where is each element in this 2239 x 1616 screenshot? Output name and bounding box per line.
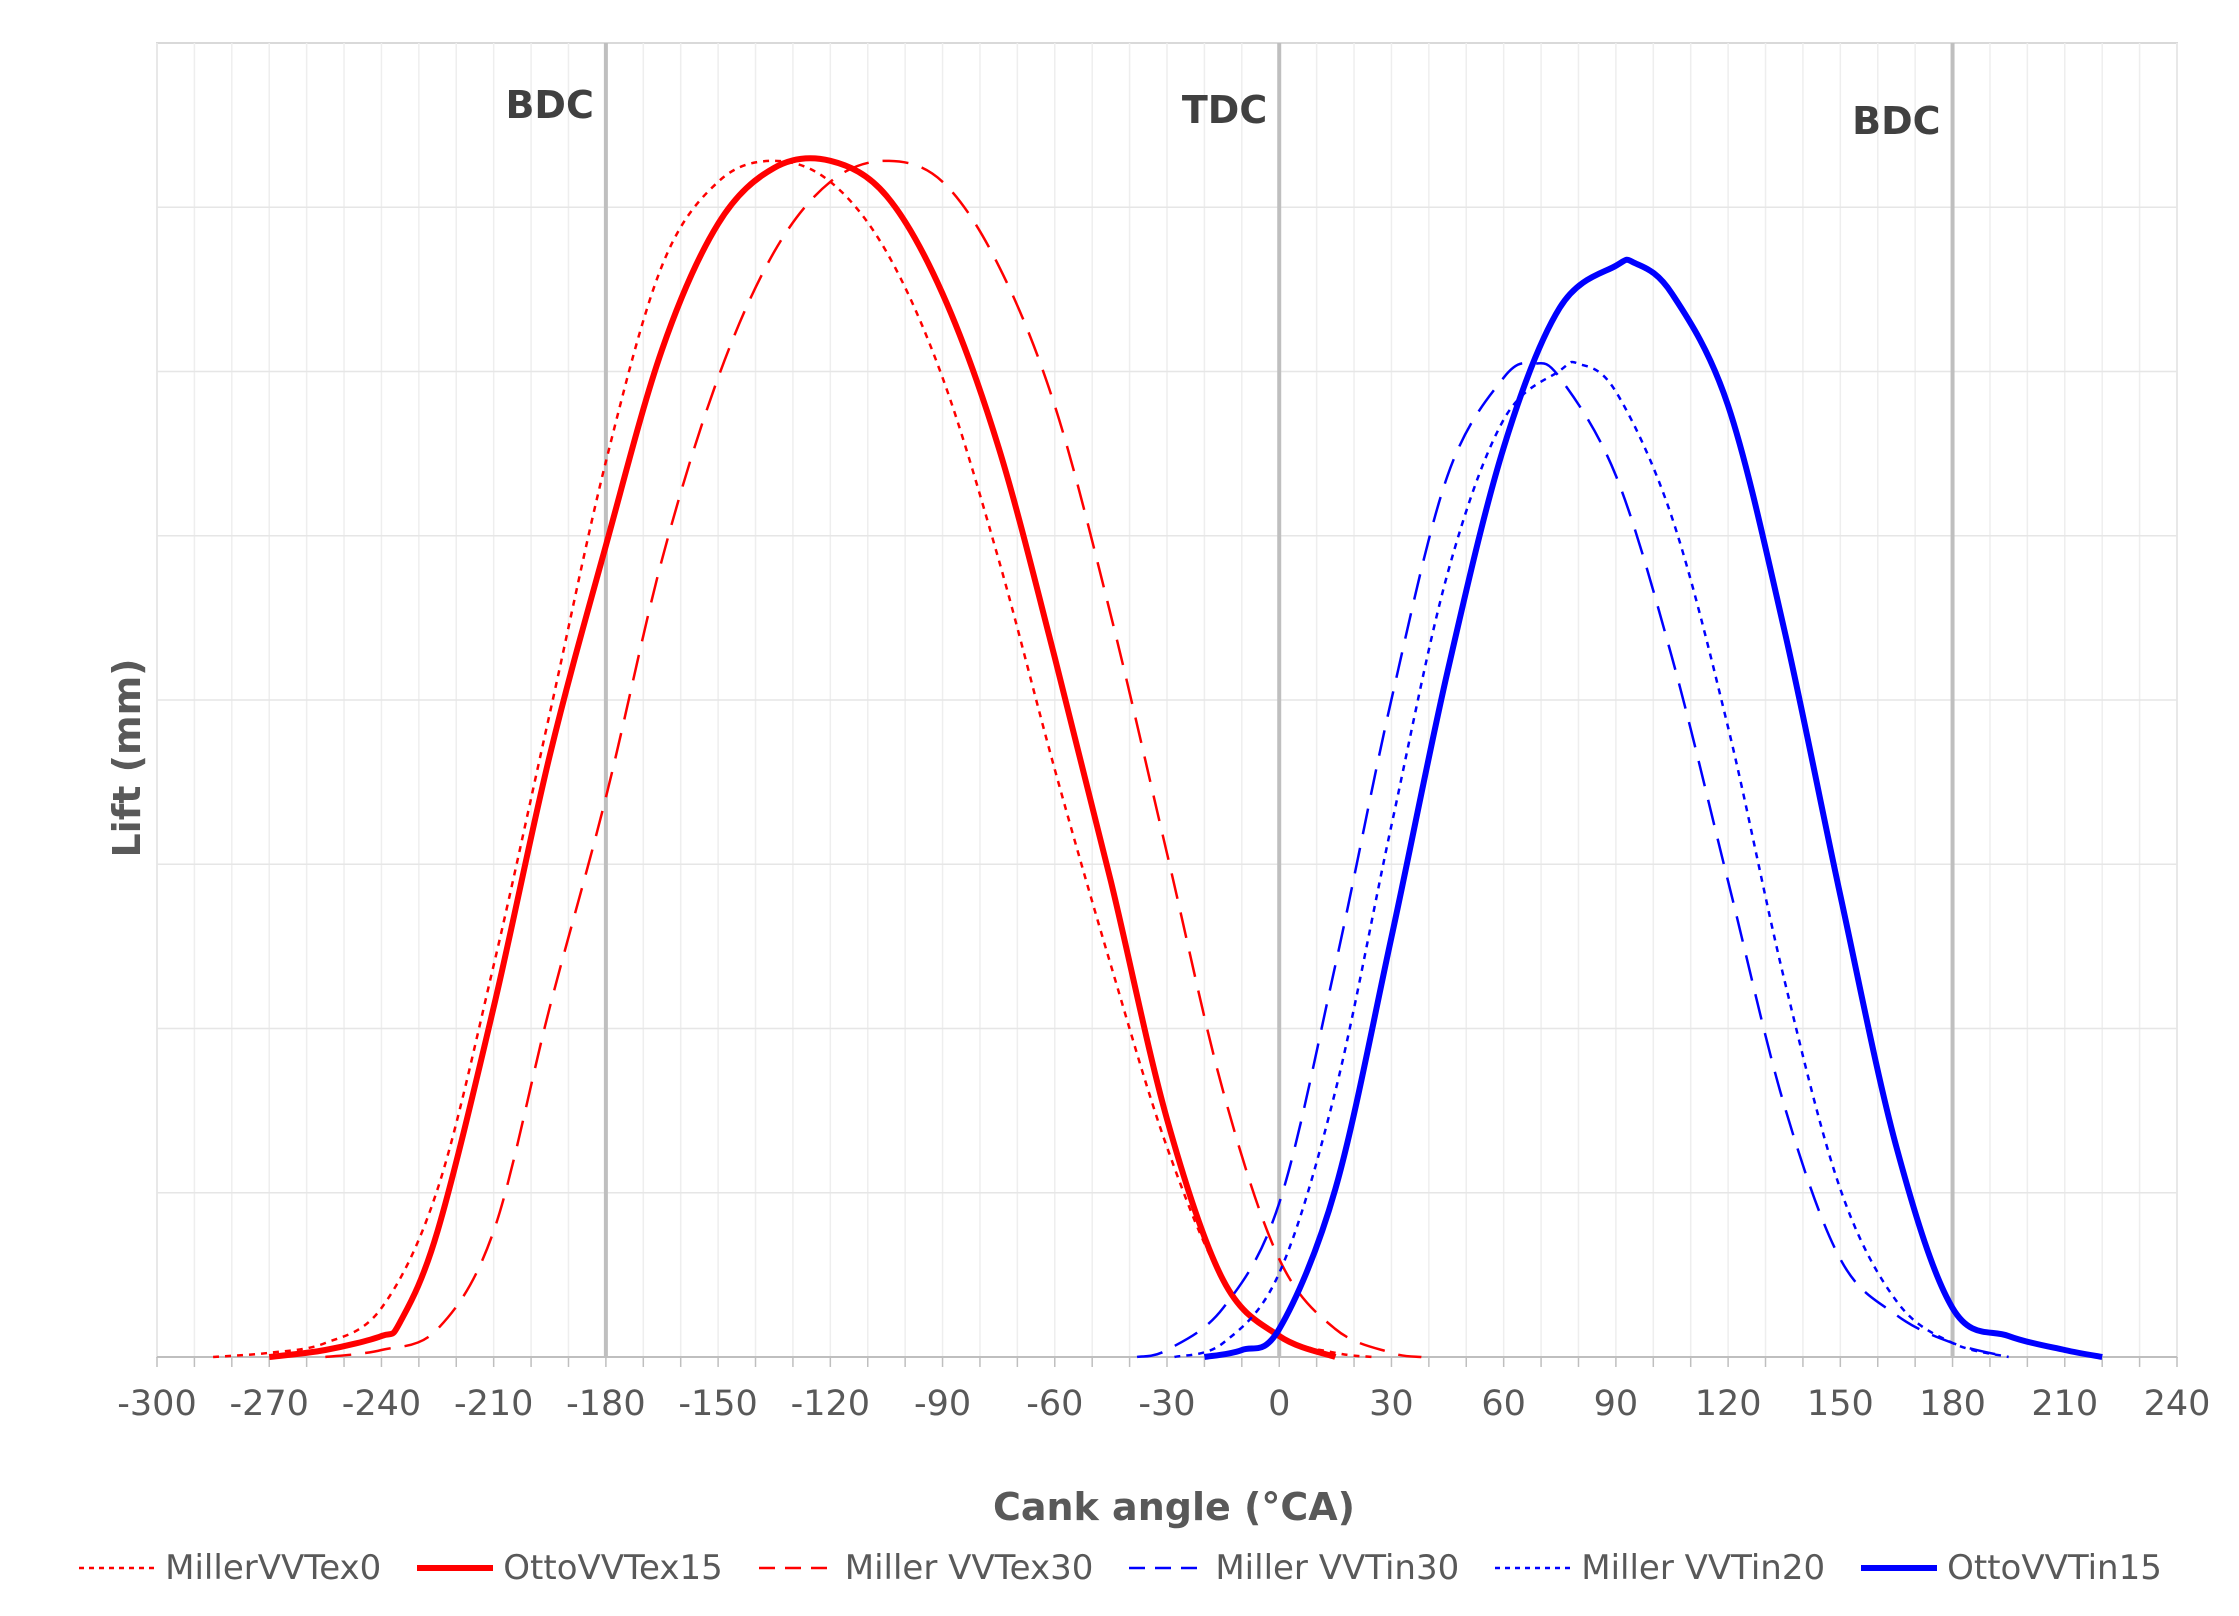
legend-label: MillerVVTex0 (165, 1548, 382, 1588)
x-tick-label: -150 (678, 1384, 757, 1424)
legend-item-millervvtex0: MillerVVTex0 (77, 1548, 381, 1588)
legend-item-ottovvtin15: OttoVVTin15 (1859, 1548, 2162, 1588)
x-tick-label: 150 (1807, 1384, 1874, 1424)
legend-label: OttoVVTex15 (503, 1548, 723, 1588)
legend-item-miller-vvtin20: Miller VVTin20 (1493, 1548, 1825, 1588)
series-line-ottovvtin15 (1203, 256, 2103, 1360)
ref-label-bdc: BDC (1852, 99, 1940, 143)
series-line-miller-vvtin20 (1174, 360, 2009, 1359)
labels-layer: BDC TDC BDC (505, 83, 1940, 143)
legend-swatch (1861, 1565, 1938, 1571)
legend-swatch (417, 1565, 494, 1571)
x-tick-label: -270 (230, 1384, 309, 1424)
x-tick-label: -90 (914, 1384, 971, 1424)
grid-layer (156, 42, 2178, 1358)
x-tick-label: 240 (2144, 1384, 2211, 1424)
legend-item-miller-vvtin30: Miller VVTin30 (1127, 1548, 1459, 1588)
x-tick-label: 210 (2031, 1384, 2098, 1424)
x-tick-label: 120 (1695, 1384, 1762, 1424)
x-tick-label: -210 (454, 1384, 533, 1424)
legend-label: Miller VVTin20 (1581, 1548, 1826, 1588)
chart-legend: MillerVVTex0 OttoVVTex15 Miller VVTex30 Mil… (0, 1538, 2239, 1598)
y-axis-title: Lift (mm) (105, 658, 149, 857)
x-tick-label: -180 (566, 1384, 645, 1424)
x-axis-title: Cank angle (°CA) (993, 1485, 1355, 1529)
axes: -300 -270 -240 -210 -180 -150 -120 -90 -60 -30 0 30… (117, 1356, 2211, 1424)
series-line-miller-vvtex30 (325, 159, 1422, 1359)
ref-label-bdc: BDC (505, 83, 593, 127)
series-line-millervvtex0 (213, 159, 1373, 1359)
series-line-ottovvtex15 (268, 155, 1337, 1360)
x-tick-label: -30 (1138, 1384, 1195, 1424)
legend-swatch (1129, 1566, 1206, 1570)
x-tick-label: 90 (1594, 1384, 1639, 1424)
series-line-miller-vvtin30 (1136, 361, 2009, 1359)
legend-label: Miller VVTin30 (1215, 1548, 1460, 1588)
x-tick-label: 0 (1268, 1384, 1290, 1424)
x-tick-label: -300 (117, 1384, 196, 1424)
reference-lines (603, 43, 1955, 1357)
x-tick-label: -120 (791, 1384, 870, 1424)
legend-swatch (79, 1566, 156, 1570)
legend-label: OttoVVTin15 (1947, 1548, 2162, 1588)
legend-label: Miller VVTex30 (844, 1548, 1094, 1588)
x-tick-label: 180 (1919, 1384, 1986, 1424)
x-tick-label: 30 (1369, 1384, 1414, 1424)
legend-swatch (1495, 1566, 1572, 1570)
x-tick-label: -240 (342, 1384, 421, 1424)
series-layer (213, 155, 2103, 1360)
x-tick-label: 60 (1481, 1384, 1526, 1424)
legend-item-ottovvtex15: OttoVVTex15 (415, 1548, 723, 1588)
legend-swatch (758, 1566, 835, 1570)
x-tick-label: -60 (1026, 1384, 1083, 1424)
legend-item-miller-vvtex30: Miller VVTex30 (757, 1548, 1094, 1588)
ref-label-tdc: TDC (1182, 88, 1267, 132)
